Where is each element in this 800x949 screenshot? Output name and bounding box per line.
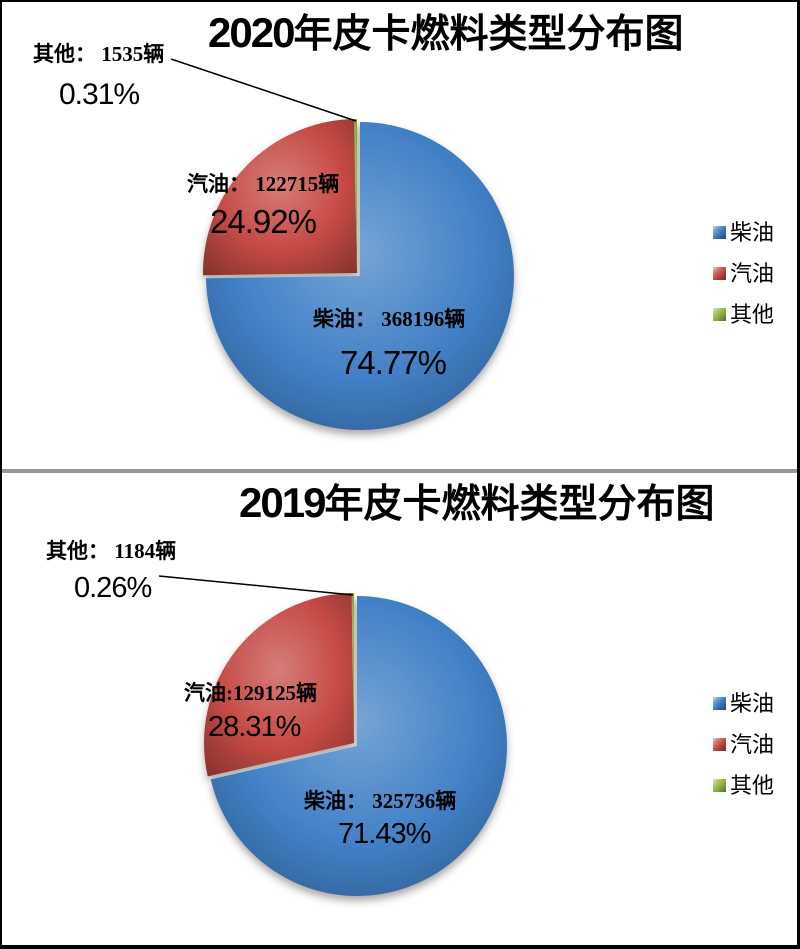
label-diesel-value: 柴油： 368196辆 — [313, 307, 466, 331]
legend-item-汽油: 汽油 — [713, 262, 774, 285]
pie-slice-柴油 — [206, 122, 515, 431]
pie-slice-汽油 — [203, 119, 357, 276]
legend-label: 汽油 — [730, 731, 775, 757]
legend-marker-icon — [713, 267, 726, 280]
legend-label: 柴油 — [730, 219, 775, 245]
label-diesel-percent: 71.43% — [338, 818, 431, 850]
label-diesel-value: 柴油： 325736辆 — [304, 789, 457, 813]
legend-label: 其他 — [730, 301, 775, 327]
label-gasoline-value: 汽油:129125辆 — [184, 681, 317, 705]
label-diesel-percent: 74.77% — [340, 344, 447, 381]
title-text: 年皮卡燃料类型分布图 — [293, 13, 684, 56]
legend-marker-icon — [713, 226, 726, 239]
label-gasoline-percent: 24.92% — [210, 203, 317, 240]
chart-title-2019: 2019年皮卡燃料类型分布图 — [239, 480, 714, 526]
label-other-value: 其他： 1535辆 — [33, 42, 165, 66]
legend-item-柴油: 柴油 — [713, 692, 774, 715]
title-year: 2019 — [239, 479, 326, 526]
legend-label: 柴油 — [730, 690, 775, 716]
label-gasoline-percent: 28.31% — [208, 711, 301, 743]
legend-item-汽油: 汽油 — [713, 733, 774, 756]
legend-label: 其他 — [730, 772, 775, 798]
pie-group — [203, 119, 515, 431]
pie-slice-柴油 — [210, 596, 508, 896]
pie-slice-其他 — [354, 119, 357, 273]
legend-marker-icon — [713, 738, 726, 751]
pie-slice-汽油 — [204, 593, 354, 777]
pie-group — [204, 593, 508, 896]
legend-marker-icon — [713, 779, 726, 792]
legend-item-其他: 其他 — [713, 774, 774, 797]
leader-line-other — [158, 575, 354, 596]
pie-slice-其他 — [351, 593, 354, 743]
legend-label: 汽油 — [730, 260, 775, 286]
legend-item-柴油: 柴油 — [713, 221, 774, 244]
label-other-value: 其他： 1184辆 — [46, 539, 177, 563]
pie-2020 — [170, 58, 515, 431]
pie-2019 — [158, 575, 508, 896]
pie-chart-panel-2019: 2019年皮卡燃料类型分布图 其他： 1184辆 0.26% 汽油:129125… — [2, 473, 797, 944]
label-gasoline-value: 汽油： 122715辆 — [187, 172, 340, 196]
title-year: 2020 — [208, 9, 295, 56]
panel-divider — [2, 469, 797, 473]
legend-2020: 柴油 汽油 其他 — [713, 221, 774, 344]
legend-2019: 柴油 汽油 其他 — [713, 692, 774, 815]
pie-chart-panel-2020: 2020年皮卡燃料类型分布图 其他： 1535辆 0.31% 汽油： 12271… — [2, 2, 797, 469]
legend-item-其他: 其他 — [713, 303, 774, 326]
legend-marker-icon — [713, 308, 726, 321]
chart-title-2020: 2020年皮卡燃料类型分布图 — [208, 10, 683, 56]
title-text: 年皮卡燃料类型分布图 — [324, 483, 715, 526]
legend-marker-icon — [713, 697, 726, 710]
leader-line-other — [170, 58, 357, 122]
label-other-percent: 0.26% — [74, 572, 152, 604]
label-other-percent: 0.31% — [59, 78, 140, 111]
